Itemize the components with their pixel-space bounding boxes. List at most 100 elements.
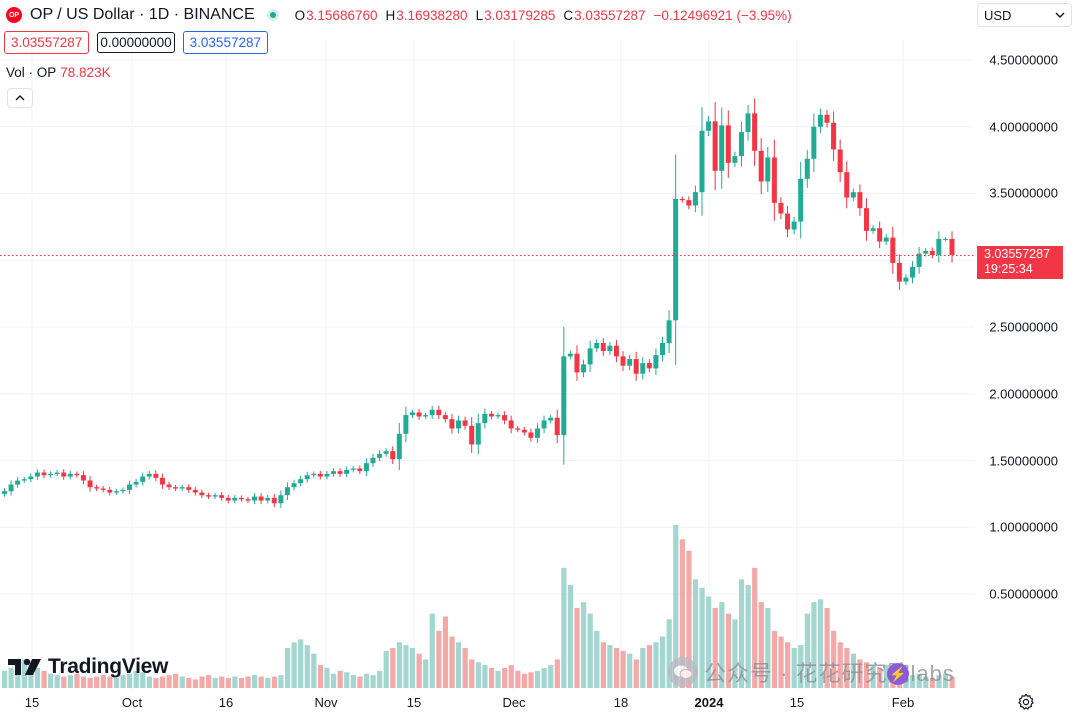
candle-body [245,499,251,501]
volume-bar [153,677,159,688]
collapse-legend-button[interactable] [7,88,33,108]
candle-body [265,497,271,501]
volume-bar [370,675,376,688]
volume-bar [712,607,718,688]
candle-body [350,468,356,470]
candle-body [923,250,929,254]
candle-body [778,202,784,214]
buy-price-button[interactable]: 3.03557287 [182,31,268,54]
volume-bar [192,679,199,688]
tradingview-logo[interactable]: TradingView [8,655,168,679]
candle-body [738,132,744,157]
candle-body [949,238,955,255]
candle-body [436,409,442,416]
symbol-title[interactable]: OP / US Dollar · 1D · BINANCE [30,6,255,23]
volume-bar [613,647,620,688]
candle-body [232,497,238,501]
time-axis-label: Dec [502,695,526,710]
volume-legend[interactable]: Vol · OP 78.823K [6,65,111,80]
candle-body [607,345,613,352]
candle-body [916,253,922,267]
volume-bar [61,676,67,688]
volume-bar [863,662,870,688]
volume-bar [600,642,606,688]
volume-bar [173,673,179,688]
candle-body [449,419,455,429]
volume-bar [74,673,80,688]
time-axis-label: 15 [24,695,40,710]
time-axis-label: 16 [218,695,234,710]
volume-bar [594,630,600,688]
time-axis-label: Oct [121,695,143,710]
volume-bar [80,676,87,688]
volume-bar [2,670,8,688]
spread-value: 0.00000000 [97,32,175,53]
candle-body [363,463,369,472]
time-axis-label: 18 [613,695,629,710]
volume-bar [837,642,843,688]
candle-body [383,451,389,454]
legend-header: OP OP / US Dollar · 1D · BINANCE O3.1568… [6,5,800,25]
volume-bar [159,676,166,688]
volume-bar [811,602,817,688]
candle-body [613,345,619,357]
volume-bar [416,653,422,688]
candle-body [396,433,402,460]
currency-select[interactable]: USD [977,3,1072,27]
volume-bar [771,630,778,688]
candle-body [844,172,850,198]
volume-bar [732,619,738,688]
candle-body [67,473,73,477]
candle-body [186,487,192,490]
volume-bar [271,676,277,688]
candle-body [159,477,165,485]
open-value: O3.15686760 [294,7,378,23]
volume-bar [469,659,475,688]
volume-bar [304,645,310,688]
candle-body [409,412,415,416]
candle-body [627,359,633,366]
volume-bar [344,672,350,688]
candle-body [377,453,383,458]
op-logo-icon[interactable]: OP [6,7,22,23]
price-axis-label: 1.00000000 [989,519,1058,535]
volume-bar [48,673,54,688]
candle-body [173,487,179,489]
volume-bar [34,667,41,688]
candle-body [541,420,547,429]
price-axis-label: 0.50000000 [989,586,1058,602]
volume-bar [238,677,245,688]
volume-bar [824,607,830,688]
candle-body [942,238,948,240]
candle-body [646,363,652,369]
volume-bar [482,665,488,688]
volume-bar [436,630,442,688]
candle-body [903,277,909,282]
candle-body [633,359,639,374]
volume-bar [528,672,534,688]
candle-body [331,471,336,474]
volume-bar [252,675,258,688]
candle-body [890,237,896,263]
watermark: 公众号 · 花花研究院labs [668,656,955,688]
volume-bar [646,645,653,688]
candle-body [640,363,646,374]
candle-body [495,415,501,417]
candle-body [370,457,376,464]
volume-bar [758,602,764,688]
volume-bar [567,585,574,688]
sell-price-button[interactable]: 3.03557287 [4,31,90,54]
candle-body [61,472,67,477]
gear-icon[interactable] [1017,693,1035,711]
candle-body [403,415,409,434]
volume-bar [311,653,317,688]
candle-body [502,415,508,421]
candle-body [811,126,817,159]
volume-bar [817,599,824,688]
candle-body [120,489,126,492]
candle-body [791,221,797,230]
candle-body [21,479,27,481]
volume-bar [521,673,528,688]
chevron-up-icon [15,95,25,101]
